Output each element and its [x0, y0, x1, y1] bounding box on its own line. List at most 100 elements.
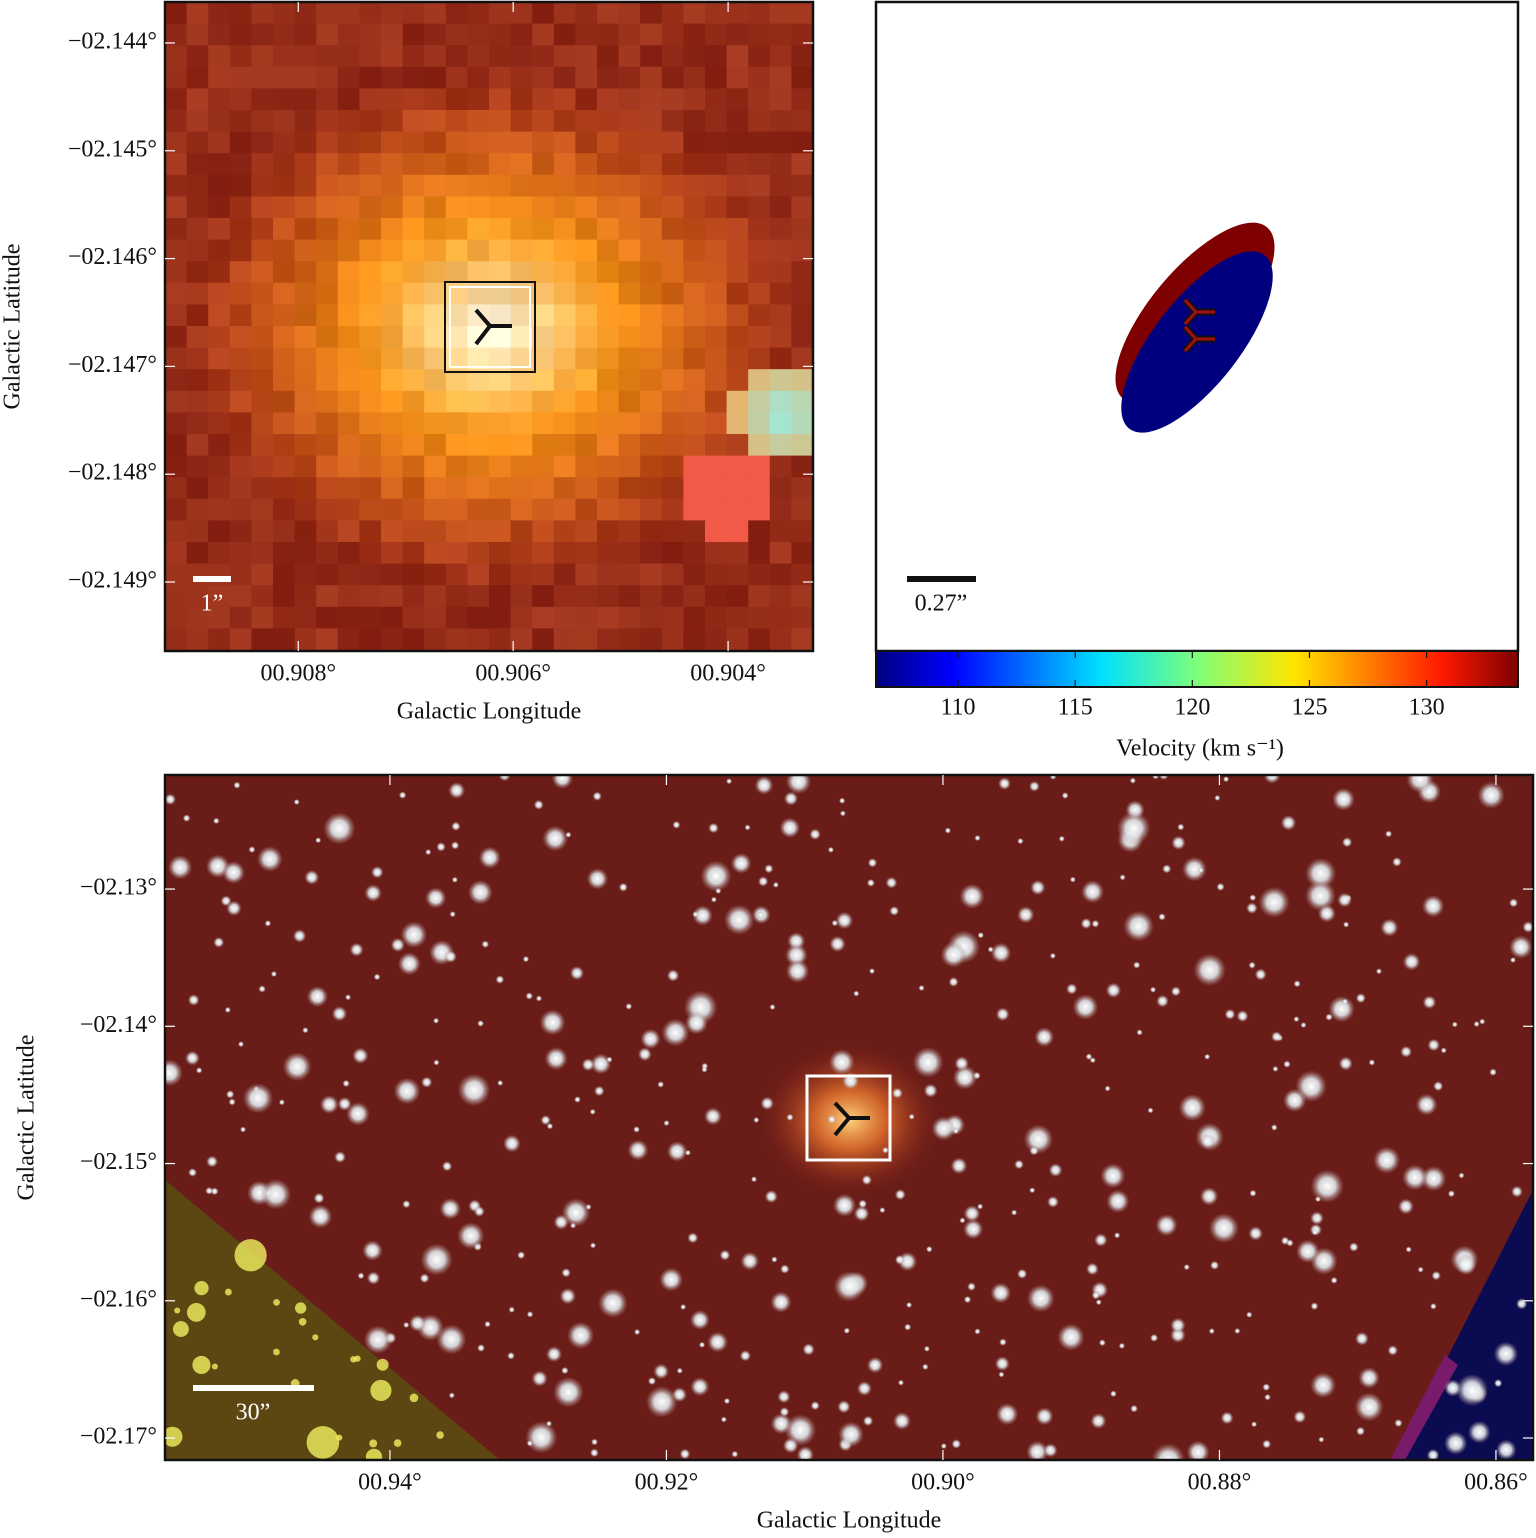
- pixel: [640, 282, 663, 305]
- star: [999, 1338, 1007, 1346]
- star: [365, 1448, 383, 1460]
- star: [192, 1355, 211, 1375]
- pixel: [186, 628, 209, 651]
- star: [397, 952, 421, 976]
- pixel: [251, 23, 274, 46]
- star: [1080, 917, 1092, 930]
- pixel: [791, 412, 813, 435]
- pixel: [640, 88, 663, 111]
- pixel: [273, 412, 296, 435]
- pixel: [661, 304, 684, 327]
- pixel: [510, 606, 533, 629]
- star: [1380, 918, 1399, 937]
- pixel: [661, 412, 684, 435]
- star: [1426, 1448, 1440, 1460]
- pixel: [553, 282, 576, 305]
- pixel: [337, 455, 360, 478]
- pixel: [661, 261, 684, 284]
- pixel: [445, 498, 468, 521]
- x-tick-label: 00.86°: [1464, 1470, 1528, 1496]
- star: [1249, 894, 1257, 902]
- pixel: [769, 520, 792, 543]
- pixel: [294, 369, 317, 392]
- pixel: [165, 174, 188, 197]
- pixel: [165, 434, 188, 457]
- star: [944, 827, 951, 834]
- pixel: [251, 455, 274, 478]
- pixel: [640, 650, 663, 651]
- pixel: [553, 542, 576, 565]
- star: [233, 781, 241, 789]
- star: [1402, 1164, 1429, 1191]
- pixel: [661, 606, 684, 629]
- pixel: [489, 477, 512, 500]
- pixel: [359, 326, 382, 349]
- star: [1081, 880, 1105, 904]
- star: [663, 1120, 670, 1127]
- pixel: [575, 88, 598, 111]
- target-box: [444, 281, 536, 373]
- pixel: [251, 606, 274, 629]
- star: [853, 1205, 870, 1222]
- star: [477, 1344, 486, 1352]
- pixel: [316, 174, 339, 197]
- pixel: [229, 218, 252, 241]
- star: [700, 860, 732, 892]
- pixel: [208, 304, 231, 327]
- pixel: [726, 110, 749, 133]
- star: [1204, 1053, 1211, 1060]
- pixel: [402, 434, 425, 457]
- pixel: [510, 390, 533, 413]
- pixel: [229, 477, 252, 500]
- pixel: [553, 110, 576, 133]
- pixel: [337, 606, 360, 629]
- pixel: [165, 2, 188, 25]
- pixel: [683, 218, 706, 241]
- star: [186, 1303, 206, 1322]
- star: [224, 1006, 231, 1013]
- pixel: [359, 261, 382, 284]
- pixel: [467, 153, 490, 176]
- pixel: [618, 326, 641, 349]
- star: [544, 1046, 568, 1071]
- pixel: [726, 239, 749, 262]
- pixel: [489, 23, 512, 46]
- pixel: [661, 347, 684, 370]
- pixel: [424, 412, 447, 435]
- pixel: [553, 239, 576, 262]
- pixel: [359, 650, 382, 651]
- pixel: [791, 563, 813, 586]
- pixel: [402, 542, 425, 565]
- star: [661, 1018, 690, 1047]
- pixel: [618, 650, 641, 651]
- pixel: [381, 347, 404, 370]
- star: [508, 1306, 515, 1313]
- pixel: [661, 2, 684, 25]
- star: [744, 824, 751, 831]
- pixel: [683, 45, 706, 68]
- pixel: [424, 88, 447, 111]
- pixel: [489, 66, 512, 89]
- pixel: [208, 606, 231, 629]
- pixel: [294, 261, 317, 284]
- pixel: [661, 131, 684, 154]
- pixel: [791, 218, 813, 241]
- pixel: [381, 369, 404, 392]
- star: [719, 1249, 731, 1261]
- star: [708, 822, 719, 834]
- y-tick-label: −02.17°: [80, 1424, 157, 1450]
- pixel: [553, 218, 576, 241]
- star: [304, 869, 320, 885]
- pixel: [640, 585, 663, 608]
- pixel: [791, 434, 813, 457]
- pixel: [337, 174, 360, 197]
- pixel: [683, 347, 706, 370]
- star: [672, 820, 681, 829]
- pixel: [683, 110, 706, 133]
- colorbar-tick-label: 110: [940, 695, 975, 721]
- pixel: [532, 326, 555, 349]
- pixel: [467, 455, 490, 478]
- star: [1085, 1053, 1093, 1060]
- pixel: [359, 282, 382, 305]
- star: [433, 1059, 440, 1066]
